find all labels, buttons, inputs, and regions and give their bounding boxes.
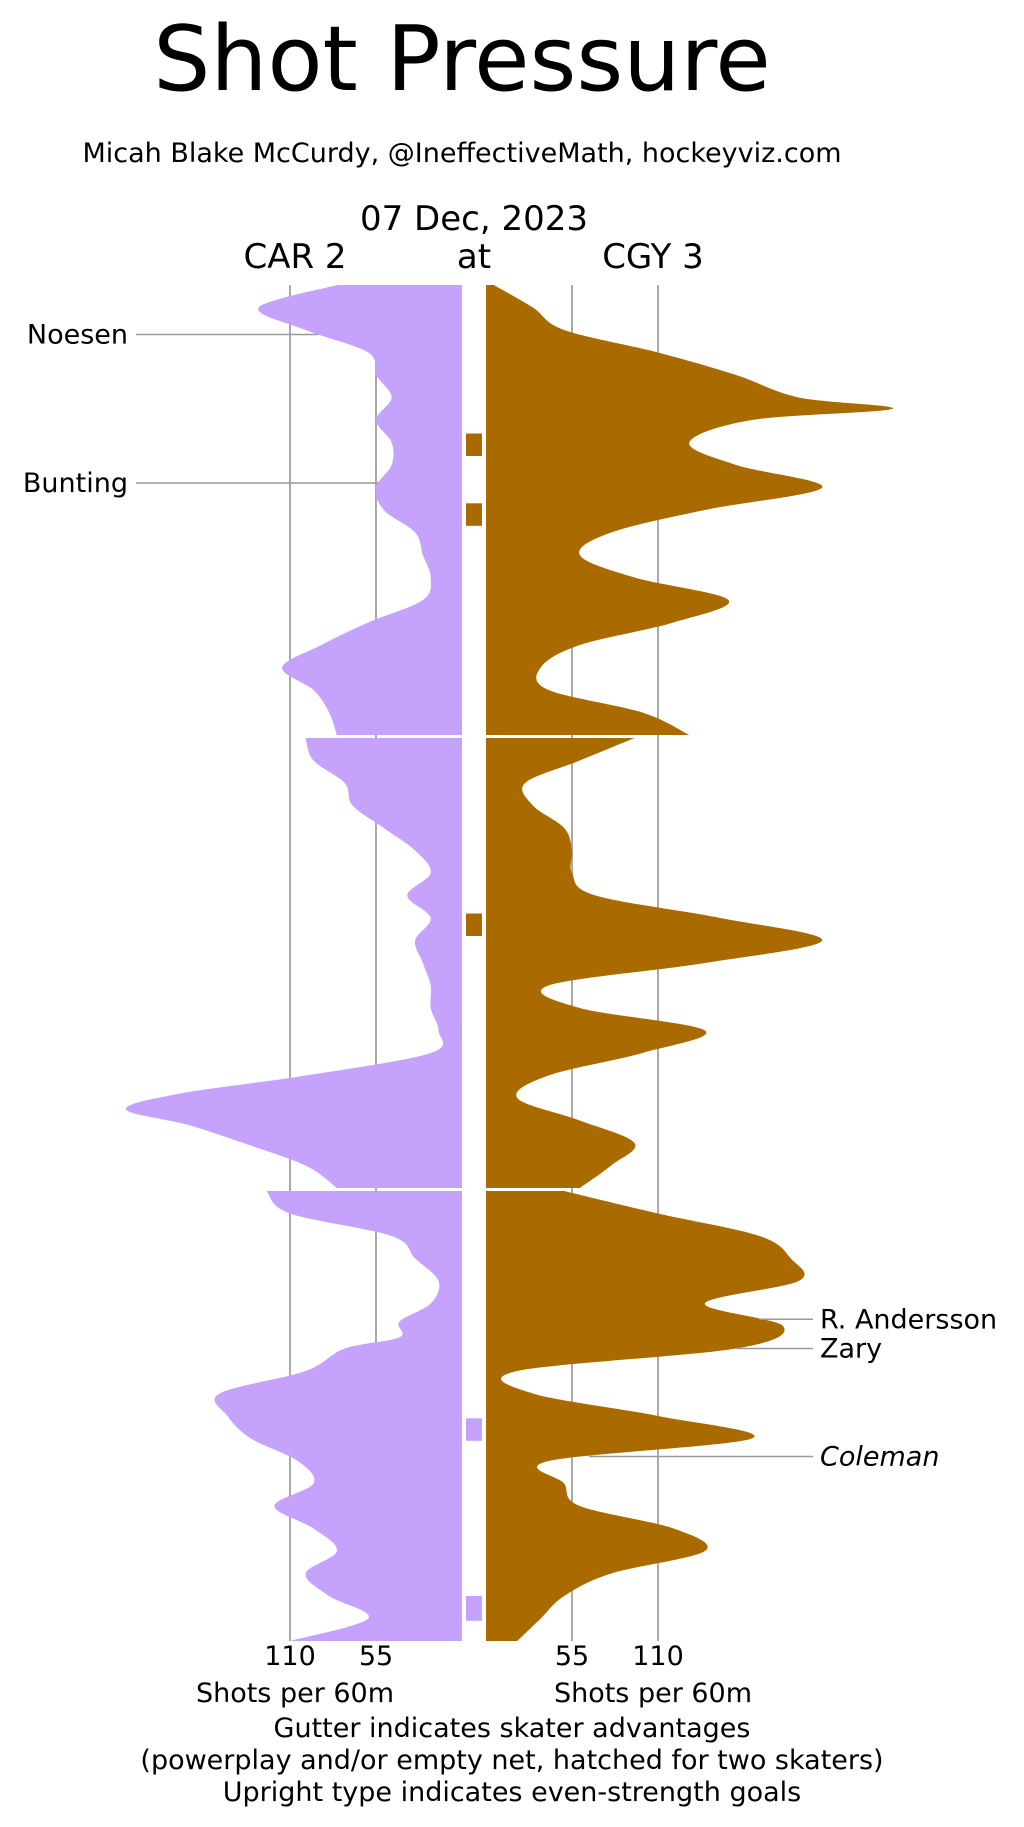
away-area-period-2 [125,738,462,1188]
chart-title: Shot Pressure [153,7,770,112]
goal-label-4: Zary [820,1334,882,1365]
footnote-hatched: (powerplay and/or empty net, hatched for… [140,1745,883,1776]
goal-label-1: Noesen [27,320,128,351]
footnote-gutter: Gutter indicates skater advantages [274,1713,751,1744]
away-team-label: CAR 2 [243,237,346,277]
advantage-block-3 [466,913,482,936]
home-area-period-1 [486,285,894,735]
home-area-period-2 [486,738,823,1188]
advantage-block-1 [466,433,482,456]
goal-label-2: Bunting [23,468,128,499]
away-area-period-1 [258,285,462,735]
game-date: 07 Dec, 2023 [360,199,588,239]
goal-label-5: Coleman [820,1442,939,1473]
goal-label-3: R. Andersson [820,1304,997,1335]
away-tick-110: 110 [264,1641,316,1672]
advantage-block-2 [466,503,482,526]
home-x-axis-label: Shots per 60m [554,1678,752,1709]
away-tick-55: 55 [359,1641,393,1672]
away-area-period-3 [214,1191,462,1641]
away-x-axis-label: Shots per 60m [196,1678,394,1709]
chart-subtitle: Micah Blake McCurdy, @IneffectiveMath, h… [82,138,841,169]
shot-pressure-areas [125,285,894,1641]
home-team-label: CGY 3 [602,237,704,277]
home-tick-110: 110 [632,1641,684,1672]
footnote-upright: Upright type indicates even-strength goa… [223,1777,801,1808]
advantage-gutter [466,433,482,1621]
home-tick-55: 55 [555,1641,589,1672]
advantage-block-5 [466,1596,482,1621]
home-area-period-3 [486,1191,805,1641]
x-axis: 110 110 55 55 [264,1641,684,1672]
at-label: at [457,237,491,277]
advantage-block-4 [466,1418,482,1441]
